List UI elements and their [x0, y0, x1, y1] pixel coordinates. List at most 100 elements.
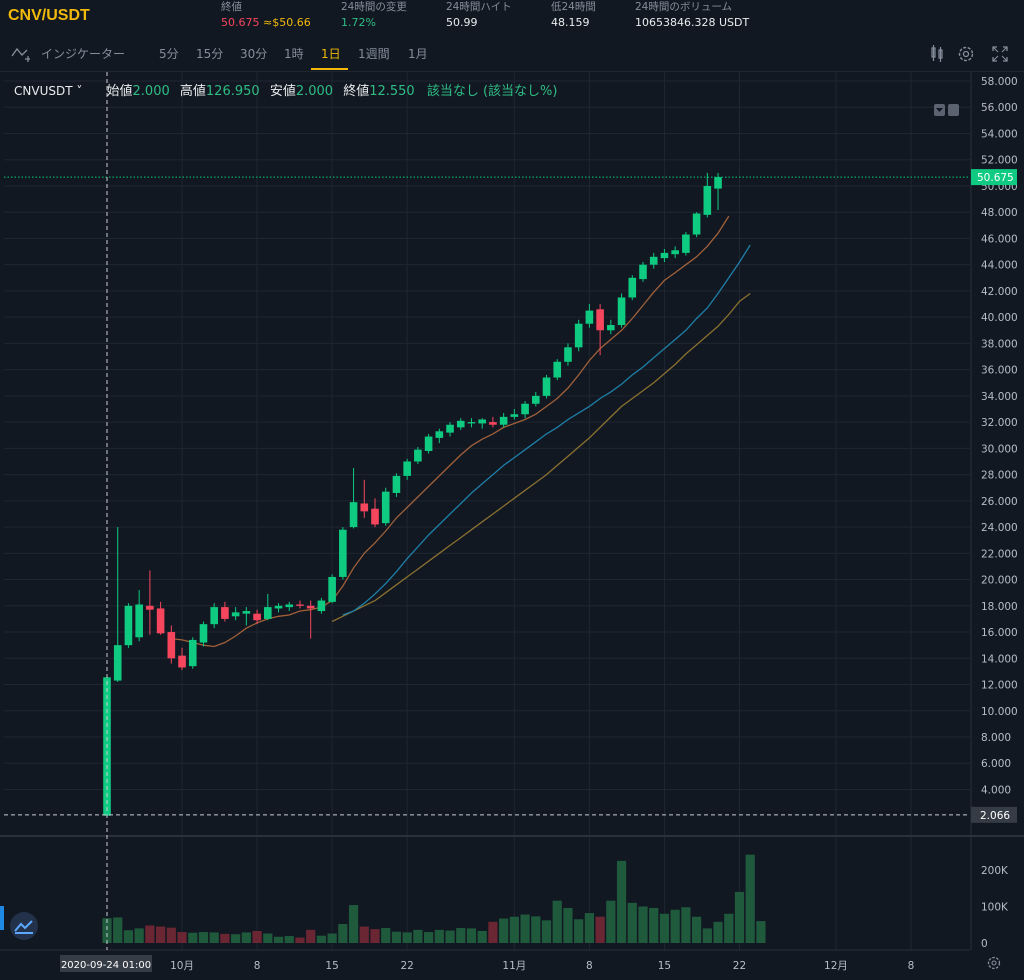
volume-bar: [424, 932, 434, 943]
price-tick-label: 26.000: [981, 496, 1018, 508]
interval-15m[interactable]: 15分: [196, 47, 224, 61]
volume-bar: [209, 932, 219, 943]
ma99-line: [331, 292, 751, 623]
volume-bar: [306, 929, 316, 943]
volume-bar: [220, 933, 230, 943]
candle-body: [628, 277, 637, 298]
volume-bar: [338, 924, 348, 943]
volume-bar: [477, 930, 487, 943]
interval-30m[interactable]: 30分: [240, 47, 268, 61]
candle-body: [274, 605, 283, 609]
chart-settings-icon[interactable]: [927, 44, 947, 64]
market-header: CNV/USDT 終値 50.675 ≈$50.66 24時間の変更 1.72%…: [0, 0, 1024, 37]
indicators-button[interactable]: インジケーター: [41, 47, 126, 61]
interval-1mo[interactable]: 1月: [408, 47, 428, 61]
volume-bar: [456, 928, 466, 943]
pair-title[interactable]: CNV/USDT: [8, 7, 90, 24]
candle-body: [553, 361, 562, 378]
indicator-icon[interactable]: [10, 44, 30, 64]
scroll-down-arrow: [936, 108, 943, 112]
volume-bar: [499, 918, 509, 943]
time-tick-label: 15: [658, 960, 671, 972]
price-tick-label: 52.000: [981, 155, 1018, 167]
ma25-path: [342, 244, 751, 616]
volume-tick-label: 0: [981, 938, 988, 950]
candle-body: [328, 576, 336, 602]
price-tick-label: 10.000: [981, 706, 1018, 718]
volume-bar: [627, 902, 637, 943]
volume-bar: [370, 929, 380, 943]
candle-body: [264, 607, 272, 619]
volume-bar: [198, 932, 209, 943]
grid-lines: [0, 72, 1024, 951]
stat-close-usd: ≈$50.66: [263, 16, 311, 29]
volume-bar: [391, 931, 402, 943]
volume-bar: [574, 919, 584, 943]
volume-bar: [541, 920, 552, 943]
price-tick-label: 6.000: [981, 758, 1011, 770]
volume-bar: [113, 917, 123, 943]
price-axis[interactable]: 58.00056.00054.00052.00050.00048.00046.0…: [934, 76, 1018, 823]
volume-bar: [316, 935, 326, 943]
stat-close-value: 50.675: [221, 16, 260, 29]
interval-1d[interactable]: 1日: [321, 47, 341, 61]
stat-change-value: 1.72%: [341, 16, 376, 29]
volume-bar: [681, 907, 691, 943]
legend-high-label: 高値: [179, 84, 206, 99]
candle-body: [124, 605, 133, 646]
volume-tick-label: 100K: [981, 902, 1009, 914]
chevron-down-icon: ˅: [76, 84, 83, 98]
candle-body: [285, 604, 294, 608]
volume-bar: [659, 913, 670, 943]
candle-body: [542, 377, 551, 396]
candle-body: [446, 424, 454, 433]
interval-5m[interactable]: 5分: [159, 47, 179, 61]
candle-body: [499, 416, 508, 425]
sidebar-logo-icon[interactable]: [10, 912, 38, 940]
crosshair-time-label: 2020-09-24 01:00: [61, 960, 151, 971]
candle-body: [317, 600, 326, 612]
candle-body: [510, 414, 519, 417]
time-axis[interactable]: 10月 8 15 22 11月 8 15 22 12月 8 2020-09-24 01:00: [60, 955, 914, 972]
candle-body: [146, 605, 154, 610]
time-axis-gear-icon[interactable]: [986, 955, 1002, 971]
candle-body: [339, 529, 347, 577]
time-tick-label: 8: [908, 960, 915, 972]
price-tick-label: 44.000: [981, 260, 1018, 272]
candle-body: [435, 431, 444, 438]
candle-body: [188, 639, 197, 667]
stat-high-value: 50.99: [446, 16, 478, 29]
candle-body: [113, 645, 122, 681]
volume-bar: [702, 928, 712, 943]
sidebar-tab[interactable]: [0, 906, 4, 930]
price-tick-label: 14.000: [981, 653, 1018, 665]
stat-volume-value: 10653846.328 USDT: [635, 16, 750, 29]
stat-low-label: 低24時間: [551, 1, 596, 13]
price-chart[interactable]: 58.00056.00054.00052.00050.00048.00046.0…: [0, 72, 1024, 980]
interval-1w[interactable]: 1週間: [358, 47, 390, 61]
volume-bar: [563, 907, 573, 943]
volume-bar: [273, 936, 284, 943]
volume-bar: [466, 928, 477, 943]
volume-bar: [745, 854, 755, 943]
volume-bar: [445, 930, 455, 943]
legend-symbol-text: CNVUSDT: [14, 84, 73, 98]
stat-change: 24時間の変更 1.72%: [341, 0, 407, 30]
time-tick-label: 10月: [170, 960, 194, 972]
candle-body: [456, 420, 465, 428]
interval-1h[interactable]: 1時: [284, 47, 304, 61]
legend-low: 2.000: [295, 84, 334, 99]
candle-body: [403, 461, 411, 476]
volume-bar: [327, 933, 337, 943]
crosshair-time-tag: [60, 955, 152, 972]
volume-bar: [692, 916, 702, 943]
fullscreen-icon[interactable]: [990, 44, 1010, 64]
candle-body: [221, 607, 229, 619]
price-tick-label: 24.000: [981, 522, 1018, 534]
gear-icon[interactable]: [956, 44, 976, 64]
volume-bar: [584, 913, 594, 943]
legend-symbol[interactable]: CNVUSDT ˅: [14, 84, 82, 98]
price-tick-label: 22.000: [981, 548, 1018, 560]
candle-body: [199, 624, 208, 643]
volume-bar: [102, 918, 112, 943]
